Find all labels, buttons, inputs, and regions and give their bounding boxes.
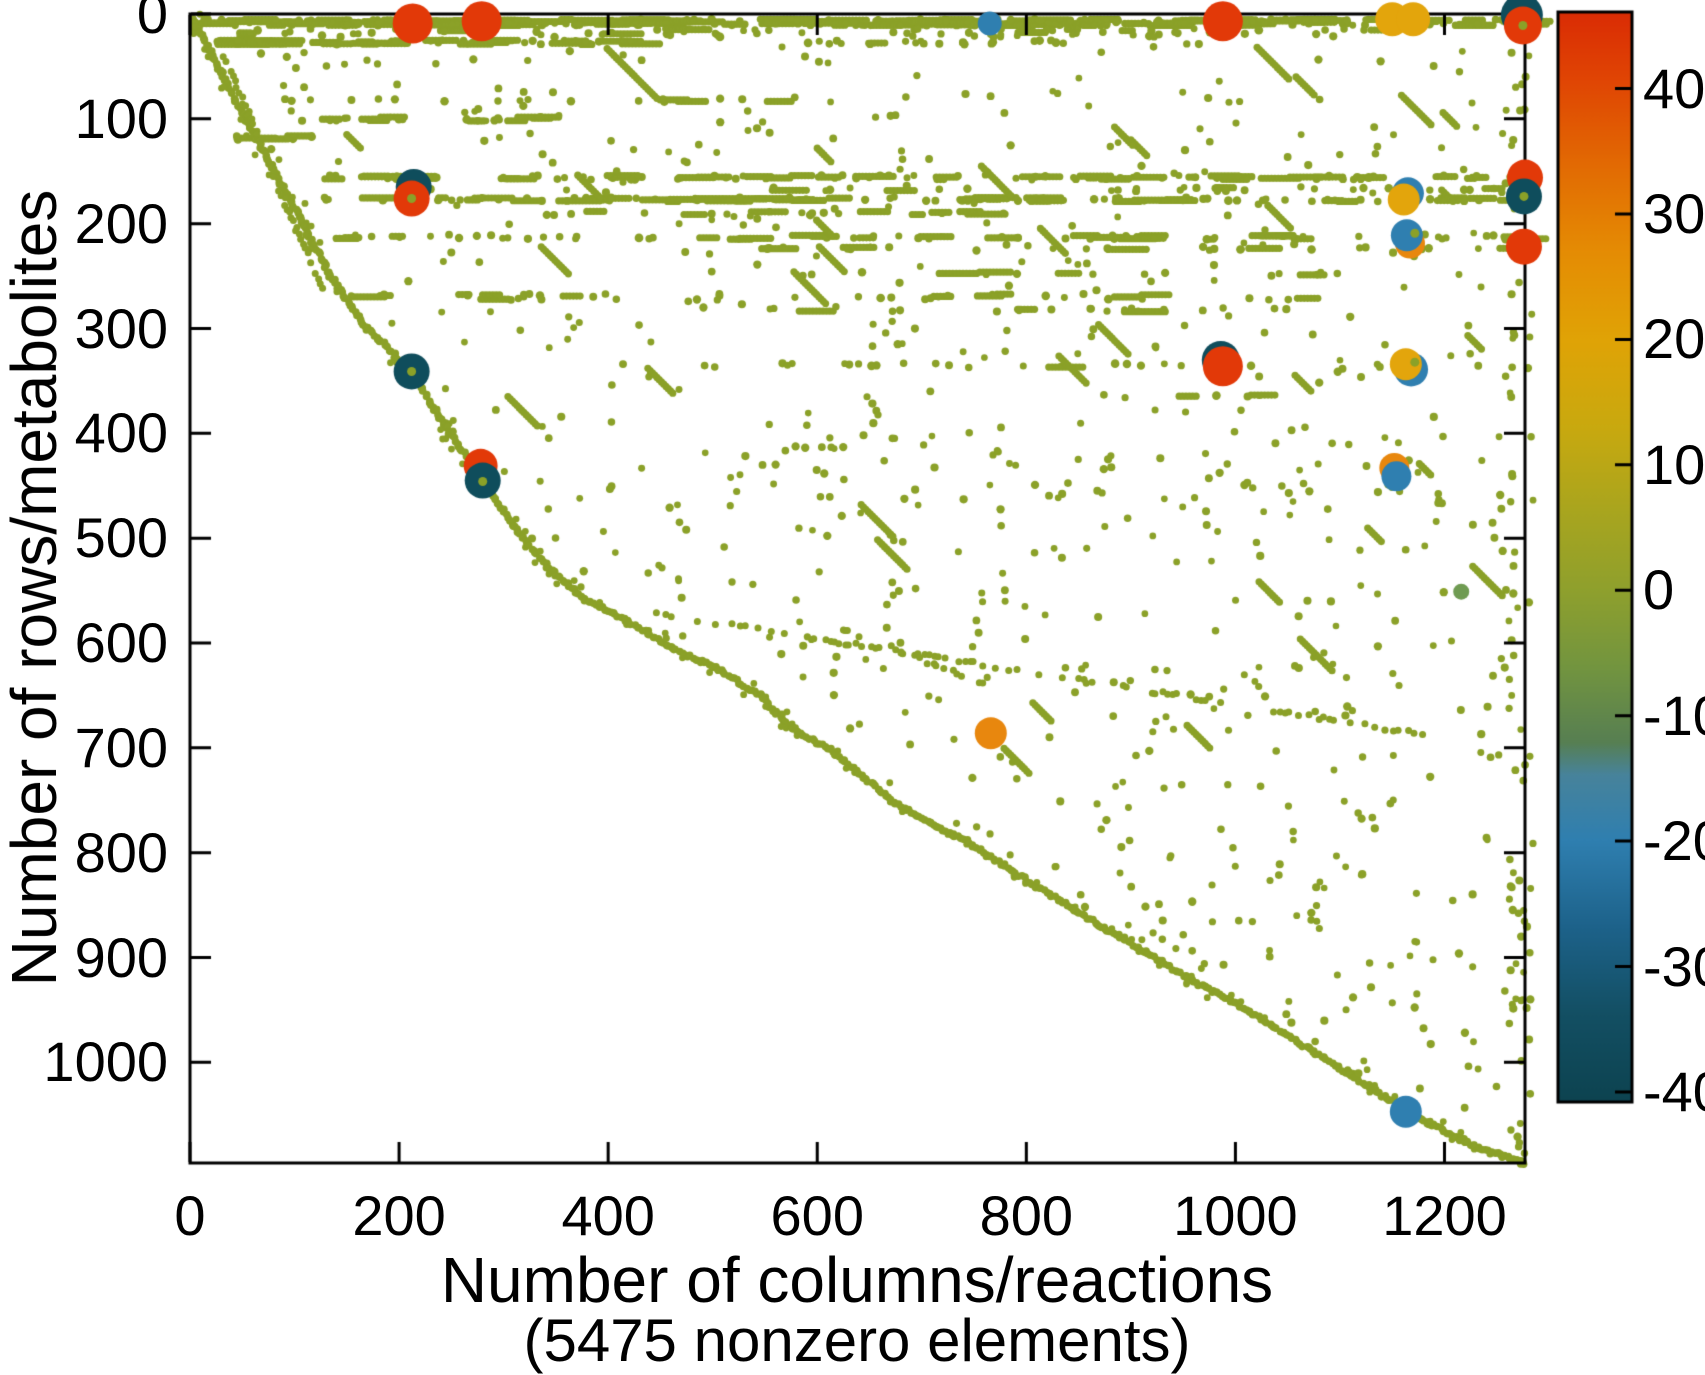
y-tick-label: 100 [74, 86, 168, 150]
y-tick-label: 700 [74, 715, 168, 779]
colorbar-tick-label: 40 [1643, 56, 1705, 120]
x-axis-subtitle: (5475 nonzero elements) [523, 1307, 1191, 1374]
colorbar-tick-label: -30 [1643, 934, 1705, 998]
x-tick-label: 0 [174, 1184, 206, 1247]
colorbar-tick-label: -40 [1643, 1059, 1705, 1123]
x-axis-title: Number of columns/reactions [440, 1244, 1274, 1316]
x-tick-label: 200 [352, 1184, 446, 1247]
colorbar-tick-label: 10 [1643, 432, 1705, 496]
y-tick-label: 400 [74, 401, 168, 465]
y-tick-label: 800 [74, 820, 168, 884]
colorbar-tick-label: 30 [1643, 181, 1705, 245]
colorbar-tick-label: 0 [1643, 558, 1675, 622]
x-tick-label: 1000 [1173, 1184, 1298, 1247]
y-tick-label: 1000 [43, 1030, 168, 1094]
y-tick-label: 300 [74, 296, 168, 360]
y-tick-label: 200 [74, 191, 168, 255]
colorbar-tick-label: 20 [1643, 307, 1705, 371]
y-tick-label: 900 [74, 925, 168, 989]
y-tick-label: 600 [74, 611, 168, 674]
x-tick-label: 800 [979, 1184, 1074, 1247]
colorbar-tick-label: -10 [1643, 683, 1705, 747]
y-tick-label: 500 [74, 506, 168, 570]
y-tick-label: 0 [136, 0, 168, 45]
x-tick-label: 600 [770, 1184, 864, 1247]
colorbar-tick-label: -20 [1643, 809, 1705, 873]
x-tick-label: 400 [561, 1184, 655, 1247]
x-tick-label: 1200 [1382, 1184, 1507, 1247]
